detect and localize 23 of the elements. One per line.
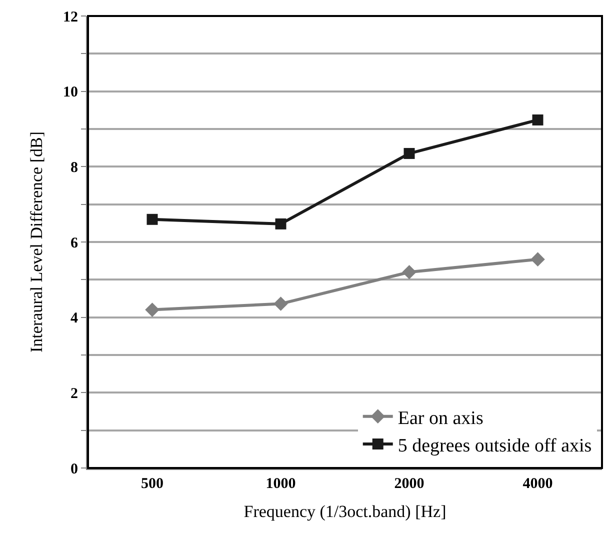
y-tick-label: 2: [70, 386, 78, 402]
y-tick-label: 12: [63, 9, 78, 26]
y-tick-label: 10: [63, 84, 78, 101]
y-axis-title: Interaural Level Difference [dB]: [27, 131, 46, 353]
point: [404, 148, 415, 159]
y-tick-label: 4: [70, 310, 78, 327]
point: [532, 114, 544, 126]
x-tick-label: 500: [141, 476, 164, 492]
point: [530, 252, 545, 266]
x-tick-label: 2000: [394, 476, 424, 492]
point: [145, 302, 160, 317]
x-axis-title: Frequency (1/3oct.band) [Hz]: [244, 502, 446, 521]
y-tick-label: 6: [70, 235, 78, 252]
legend-label: Ear on axis: [398, 408, 484, 429]
y-tick-label: 0: [70, 461, 78, 478]
point: [402, 264, 416, 280]
x-tick-label: 1000: [266, 476, 296, 492]
x-tick-label: 4000: [522, 476, 553, 492]
point: [274, 296, 288, 311]
legend-label: 5 degrees outside off axis: [398, 435, 592, 456]
point: [275, 218, 286, 230]
point: [146, 214, 158, 225]
y-tick-label: 8: [70, 160, 78, 176]
